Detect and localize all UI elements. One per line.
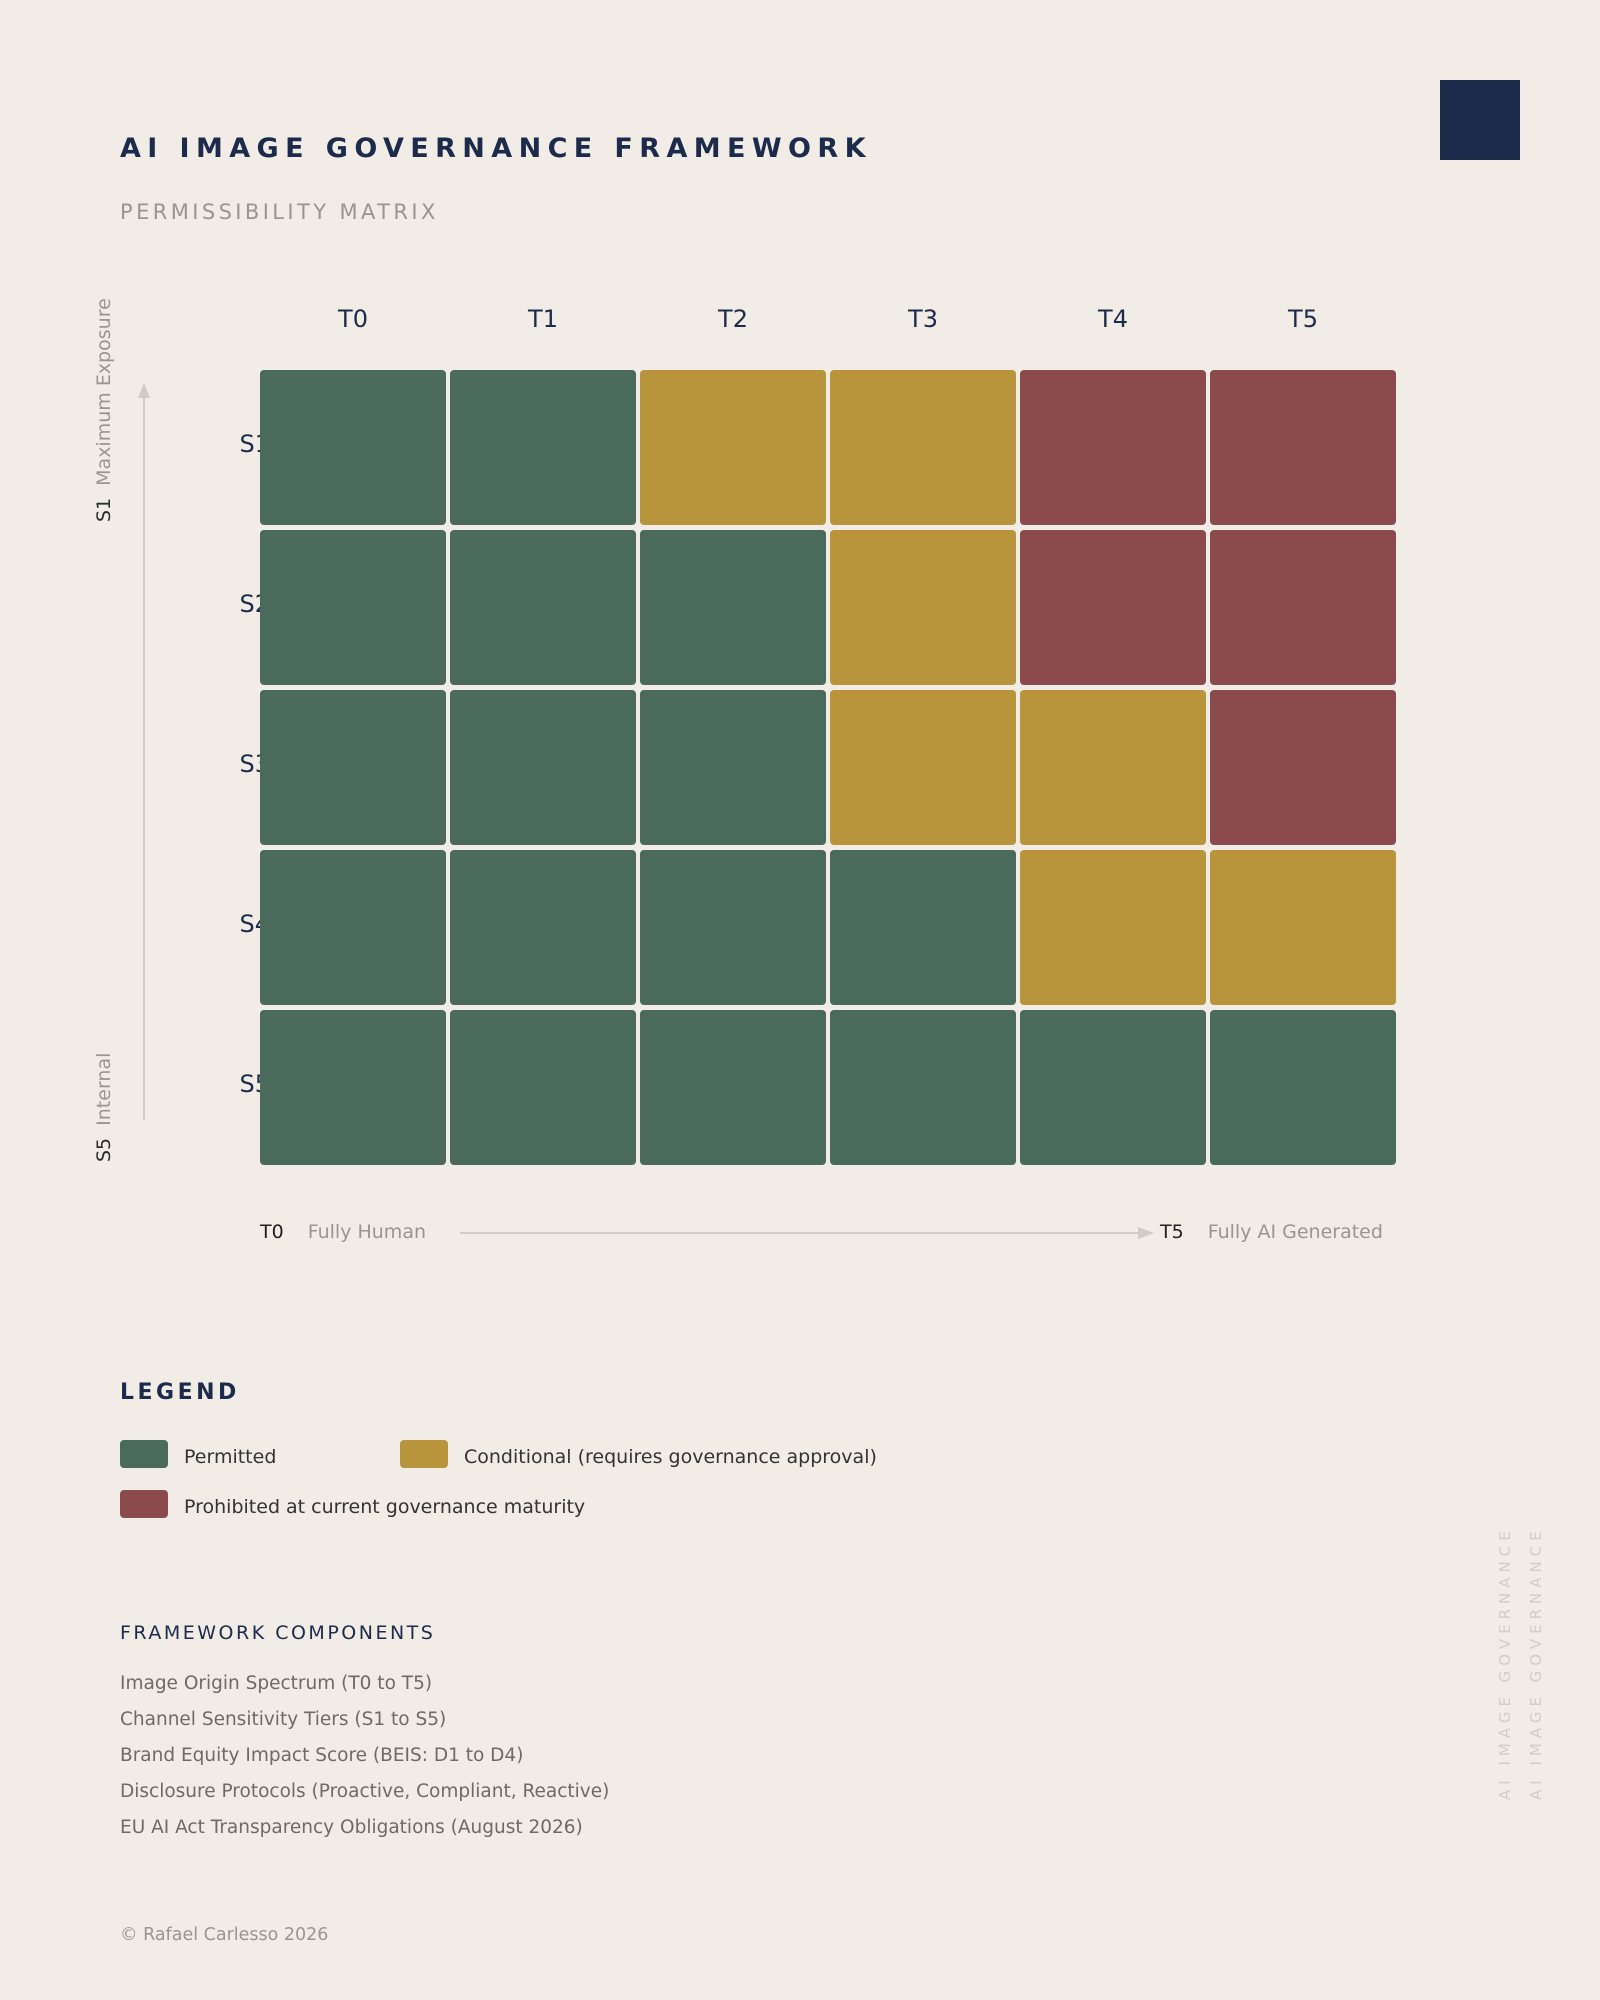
matrix-cell-s4-t4-conditional — [1020, 850, 1206, 1005]
matrix-cell-s2-t1-permitted — [450, 530, 636, 685]
component-item: Brand Equity Impact Score (BEIS: D1 to D… — [120, 1745, 524, 1766]
component-item: EU AI Act Transparency Obligations (Augu… — [120, 1817, 583, 1838]
matrix-cell-s3-t4-conditional — [1020, 690, 1206, 845]
side-watermark: AI IMAGE GOVERNANCE — [1496, 1526, 1514, 1800]
column-label-t3: T3 — [908, 305, 938, 333]
legend-label-conditional: Conditional (requires governance approva… — [464, 1446, 877, 1468]
y-axis-bottom-label: S5Internal — [93, 1052, 115, 1162]
matrix-cell-s3-t1-permitted — [450, 690, 636, 845]
component-item: Disclosure Protocols (Proactive, Complia… — [120, 1781, 610, 1802]
matrix-cell-s4-t2-permitted — [640, 850, 826, 1005]
x-axis-line — [460, 1232, 1140, 1234]
matrix-cell-s4-t5-conditional — [1210, 850, 1396, 1005]
matrix-cell-s2-t4-prohibited — [1020, 530, 1206, 685]
matrix-cell-s1-t0-permitted — [260, 370, 446, 525]
legend-title: LEGEND — [120, 1380, 240, 1405]
matrix-cell-s1-t4-prohibited — [1020, 370, 1206, 525]
x-axis-start-label: T0 Fully Human — [260, 1221, 426, 1243]
x-axis-arrow-icon — [1138, 1227, 1154, 1239]
column-label-t0: T0 — [338, 305, 368, 333]
column-label-t1: T1 — [528, 305, 558, 333]
page-title: AI IMAGE GOVERNANCE FRAMEWORK — [120, 133, 872, 164]
matrix-cell-s5-t2-permitted — [640, 1010, 826, 1165]
matrix-cell-s5-t0-permitted — [260, 1010, 446, 1165]
matrix-cell-s1-t1-permitted — [450, 370, 636, 525]
matrix-cell-s3-t5-prohibited — [1210, 690, 1396, 845]
column-label-t4: T4 — [1098, 305, 1128, 333]
component-item: Channel Sensitivity Tiers (S1 to S5) — [120, 1709, 447, 1730]
y-axis-line — [143, 395, 145, 1120]
row-label-s5: S5 — [239, 1070, 270, 1098]
brand-square — [1440, 80, 1520, 160]
row-label-s3: S3 — [239, 750, 270, 778]
matrix-cell-s4-t0-permitted — [260, 850, 446, 1005]
matrix-cell-s1-t2-conditional — [640, 370, 826, 525]
row-label-s1: S1 — [239, 430, 270, 458]
matrix-cell-s5-t5-permitted — [1210, 1010, 1396, 1165]
matrix-cell-s2-t3-conditional — [830, 530, 1016, 685]
y-axis-arrow-icon — [138, 383, 150, 398]
row-label-s2: S2 — [239, 590, 270, 618]
legend-swatch-prohibited — [120, 1490, 168, 1518]
matrix-cell-s2-t0-permitted — [260, 530, 446, 685]
matrix-cell-s3-t3-conditional — [830, 690, 1016, 845]
side-watermark: AI IMAGE GOVERNANCE — [1527, 1526, 1545, 1800]
legend-swatch-conditional — [400, 1440, 448, 1468]
component-item: Image Origin Spectrum (T0 to T5) — [120, 1673, 433, 1694]
matrix-cell-s1-t3-conditional — [830, 370, 1016, 525]
column-label-t5: T5 — [1288, 305, 1318, 333]
y-axis-top-label: S1Maximum Exposure — [93, 298, 115, 522]
copyright: © Rafael Carlesso 2026 — [120, 1925, 329, 1945]
legend-label-permitted: Permitted — [184, 1446, 277, 1468]
matrix-cell-s1-t5-prohibited — [1210, 370, 1396, 525]
matrix-cell-s2-t2-permitted — [640, 530, 826, 685]
matrix-cell-s5-t3-permitted — [830, 1010, 1016, 1165]
matrix-cell-s2-t5-prohibited — [1210, 530, 1396, 685]
matrix-cell-s5-t4-permitted — [1020, 1010, 1206, 1165]
row-label-s4: S4 — [239, 910, 270, 938]
matrix-cell-s3-t2-permitted — [640, 690, 826, 845]
column-label-t2: T2 — [718, 305, 748, 333]
x-axis-end-label: T5 Fully AI Generated — [1160, 1221, 1383, 1243]
matrix-cell-s4-t1-permitted — [450, 850, 636, 1005]
matrix-cell-s5-t1-permitted — [450, 1010, 636, 1165]
page-subtitle: PERMISSIBILITY MATRIX — [120, 200, 439, 224]
matrix-cell-s3-t0-permitted — [260, 690, 446, 845]
components-title: FRAMEWORK COMPONENTS — [120, 1622, 436, 1644]
matrix-cell-s4-t3-permitted — [830, 850, 1016, 1005]
legend-swatch-permitted — [120, 1440, 168, 1468]
legend-label-prohibited: Prohibited at current governance maturit… — [184, 1496, 586, 1518]
